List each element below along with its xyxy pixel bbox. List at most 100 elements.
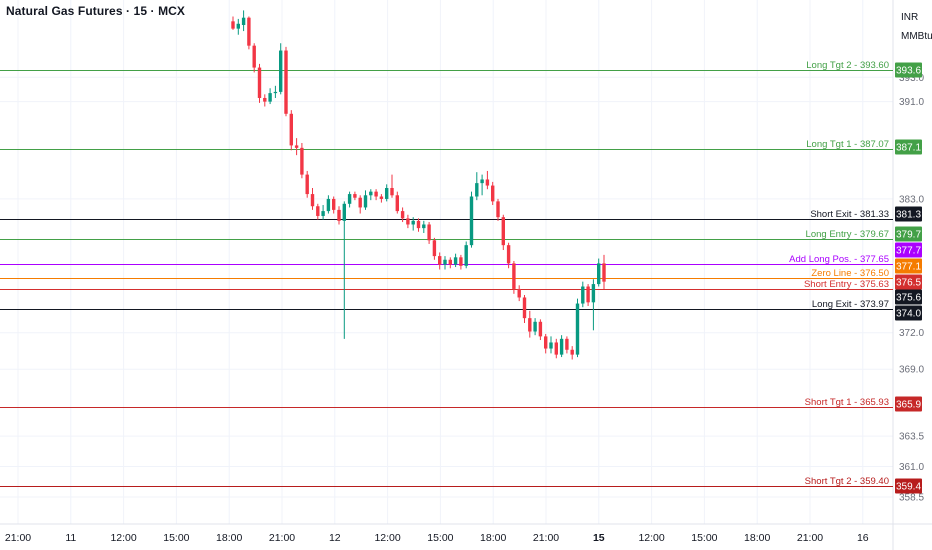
- candle-body[interactable]: [332, 198, 336, 210]
- level-price-badge: [895, 274, 922, 290]
- candle-body[interactable]: [522, 297, 527, 319]
- candle-body[interactable]: [369, 191, 373, 196]
- candle-body[interactable]: [528, 318, 532, 332]
- candle-body[interactable]: [385, 187, 389, 199]
- candle-body[interactable]: [279, 50, 283, 92]
- candle-body[interactable]: [591, 284, 596, 303]
- candle-body[interactable]: [379, 196, 384, 199]
- candle-body[interactable]: [395, 195, 399, 212]
- candle-body[interactable]: [485, 179, 490, 186]
- candle-body[interactable]: [438, 256, 442, 265]
- candle-body[interactable]: [517, 288, 521, 298]
- current-price-badge-text: 374.0: [896, 309, 921, 320]
- candle-body[interactable]: [390, 187, 394, 196]
- candle-body[interactable]: [506, 245, 511, 264]
- candle-body[interactable]: [544, 336, 548, 349]
- price-tick-label: 358.5: [899, 492, 924, 503]
- candle-body[interactable]: [565, 338, 569, 350]
- level-price-badge-text: 376.5: [896, 278, 921, 289]
- level-price-badge: [895, 258, 922, 274]
- candle-body[interactable]: [432, 240, 437, 257]
- candle-body[interactable]: [284, 50, 288, 114]
- candle-body[interactable]: [464, 245, 468, 266]
- candle-body[interactable]: [268, 93, 272, 102]
- candle-body[interactable]: [570, 349, 574, 355]
- candle-body[interactable]: [406, 218, 410, 225]
- candle-body[interactable]: [533, 321, 537, 332]
- candle-body[interactable]: [289, 113, 293, 146]
- candle-body[interactable]: [443, 259, 447, 265]
- time-tick-label: 16: [857, 532, 869, 544]
- candle-body[interactable]: [247, 17, 251, 46]
- candle-body[interactable]: [358, 197, 362, 208]
- level-label: Zero Line - 376.50: [811, 268, 889, 279]
- candle-body[interactable]: [236, 23, 240, 29]
- symbol-title[interactable]: Natural Gas Futures · 15 · MCX: [6, 4, 186, 18]
- time-tick-label: 18:00: [480, 532, 506, 544]
- candle-body[interactable]: [416, 220, 421, 229]
- candle-body[interactable]: [538, 321, 543, 337]
- level-price-badge: [895, 478, 922, 494]
- candle-body[interactable]: [491, 185, 495, 202]
- level-price-badge: [895, 289, 922, 305]
- candle-body[interactable]: [342, 203, 346, 221]
- level-price-badge: [895, 206, 922, 222]
- candle-body[interactable]: [400, 211, 405, 219]
- candle-body[interactable]: [231, 21, 235, 29]
- candle-body[interactable]: [549, 342, 553, 349]
- candle-body[interactable]: [294, 145, 299, 148]
- candle-body[interactable]: [501, 217, 505, 246]
- level-price-badge: [895, 242, 922, 258]
- candle-body[interactable]: [459, 257, 463, 266]
- candle-body[interactable]: [353, 194, 357, 198]
- candle-body[interactable]: [316, 206, 320, 216]
- candle-body[interactable]: [597, 263, 601, 285]
- price-tick-label: 369.0: [899, 365, 924, 376]
- currency-label[interactable]: INR: [901, 12, 919, 23]
- level-label: Short Entry - 375.63: [804, 279, 889, 290]
- candle-body[interactable]: [602, 263, 606, 282]
- candle-body[interactable]: [575, 303, 580, 355]
- level-label: Long Exit - 373.97: [812, 299, 889, 310]
- time-tick-label: 12:00: [374, 532, 400, 544]
- price-tick-label: 363.5: [899, 432, 924, 443]
- candle-body[interactable]: [252, 45, 256, 68]
- candle-body[interactable]: [263, 97, 267, 102]
- candle-body[interactable]: [496, 201, 500, 218]
- candle-body[interactable]: [512, 263, 516, 289]
- candle-body[interactable]: [480, 179, 484, 184]
- candle-body[interactable]: [559, 338, 564, 355]
- candle-body[interactable]: [241, 17, 246, 25]
- candle-body[interactable]: [448, 259, 452, 265]
- price-tick-label: 391.0: [899, 97, 924, 108]
- candle-body[interactable]: [411, 220, 415, 225]
- candle-body[interactable]: [475, 183, 479, 197]
- candle-body[interactable]: [273, 91, 278, 94]
- candle-body[interactable]: [469, 196, 474, 246]
- time-tick-label: 15:00: [691, 532, 717, 544]
- candle-body[interactable]: [305, 174, 309, 195]
- candle-body[interactable]: [581, 286, 585, 304]
- candle-body[interactable]: [326, 198, 331, 212]
- candle-body[interactable]: [374, 191, 378, 197]
- level-price-badge-text: 387.1: [896, 143, 921, 154]
- candle-body[interactable]: [257, 67, 262, 98]
- level-price-badge-text: 359.4: [896, 482, 921, 493]
- price-tick-label: 361.0: [899, 462, 924, 473]
- candle-body[interactable]: [554, 342, 558, 355]
- candle-body[interactable]: [337, 209, 341, 221]
- candle-body[interactable]: [300, 147, 304, 175]
- unit-label[interactable]: MMBtu: [901, 31, 932, 42]
- candle-body[interactable]: [347, 194, 352, 204]
- candle-body[interactable]: [427, 224, 431, 241]
- candle-body[interactable]: [422, 224, 426, 229]
- candle-body[interactable]: [363, 195, 368, 208]
- level-price-badge-text: 381.3: [896, 210, 921, 221]
- unit-selector[interactable]: INR MMBtu: [893, 0, 932, 48]
- candle-body[interactable]: [321, 211, 325, 216]
- candle-body[interactable]: [586, 286, 590, 303]
- level-price-badge: [895, 139, 922, 155]
- candle-body[interactable]: [453, 257, 458, 265]
- candle-body[interactable]: [310, 194, 315, 207]
